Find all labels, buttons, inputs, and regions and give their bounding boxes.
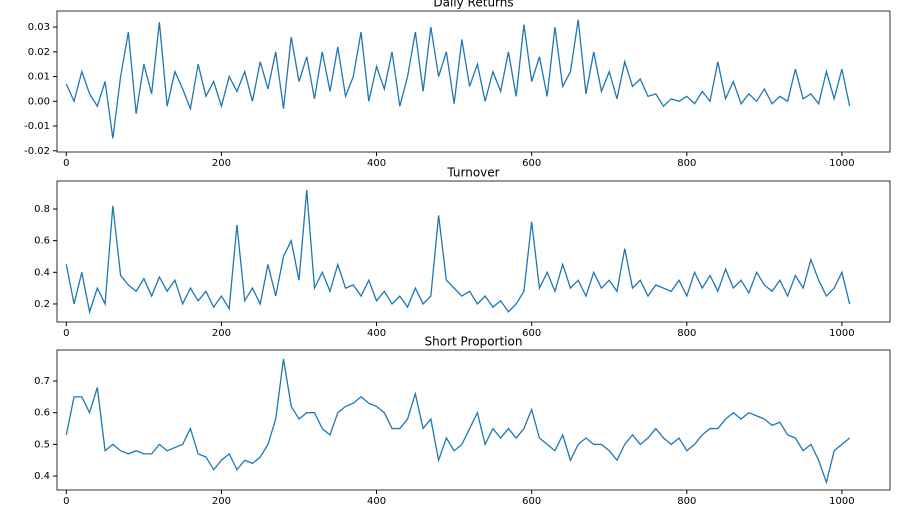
y-tick-label: 0.02 bbox=[28, 47, 50, 58]
x-tick-label: 800 bbox=[677, 158, 696, 169]
x-tick-label: 0 bbox=[63, 496, 69, 507]
y-tick-label: -0.02 bbox=[24, 146, 50, 157]
chart-title: Daily Returns bbox=[433, 0, 513, 10]
x-tick-label: 400 bbox=[367, 158, 386, 169]
chart-title: Short Proportion bbox=[425, 335, 523, 349]
y-tick-label: 0.6 bbox=[34, 236, 50, 247]
x-tick-label: 600 bbox=[522, 328, 541, 339]
x-tick-label: 1000 bbox=[829, 328, 854, 339]
x-tick-label: 600 bbox=[522, 158, 541, 169]
y-tick-label: 0.7 bbox=[34, 376, 50, 387]
y-tick-label: 0.01 bbox=[28, 72, 50, 83]
y-tick-label: 0.00 bbox=[28, 96, 50, 107]
series-line bbox=[65, 19, 851, 139]
x-tick-label: 400 bbox=[367, 328, 386, 339]
y-tick-label: 0.03 bbox=[28, 22, 50, 33]
y-tick-label: 0.2 bbox=[34, 299, 50, 310]
x-tick-label: 200 bbox=[212, 496, 231, 507]
x-tick-label: 200 bbox=[212, 328, 231, 339]
axes-frame bbox=[56, 349, 891, 491]
x-tick-label: 600 bbox=[522, 496, 541, 507]
x-tick-label: 0 bbox=[63, 158, 69, 169]
x-tick-label: 400 bbox=[367, 496, 386, 507]
chart-title: Turnover bbox=[446, 166, 499, 180]
x-tick-label: 1000 bbox=[829, 158, 854, 169]
axes-frame bbox=[56, 180, 891, 323]
x-tick-label: 0 bbox=[63, 328, 69, 339]
x-tick-label: 800 bbox=[677, 328, 696, 339]
y-tick-label: 0.4 bbox=[34, 267, 50, 278]
series-line bbox=[65, 358, 851, 485]
y-tick-label: -0.01 bbox=[24, 121, 50, 132]
y-tick-label: 0.6 bbox=[34, 408, 50, 419]
y-tick-label: 0.4 bbox=[34, 471, 50, 482]
x-tick-label: 800 bbox=[677, 496, 696, 507]
x-tick-label: 200 bbox=[212, 158, 231, 169]
series-line bbox=[65, 189, 851, 315]
y-tick-label: 0.8 bbox=[34, 204, 50, 215]
axes-frame bbox=[56, 10, 891, 153]
x-tick-label: 1000 bbox=[829, 496, 854, 507]
y-tick-label: 0.5 bbox=[34, 439, 50, 450]
